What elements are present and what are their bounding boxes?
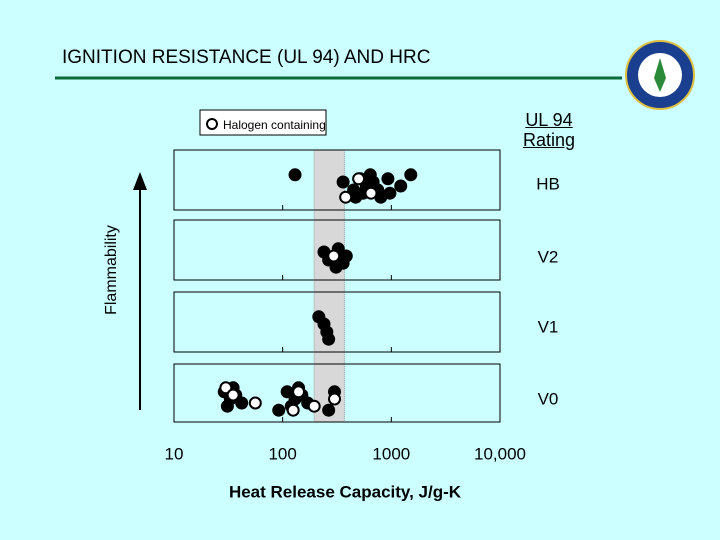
open-point	[226, 388, 240, 402]
filled-point	[394, 179, 408, 193]
filled-point	[336, 175, 350, 189]
x-tick-label: 10	[165, 444, 184, 463]
panel	[173, 291, 501, 353]
rating-label: HB	[536, 174, 560, 193]
open-point	[352, 172, 366, 186]
rating-label: V1	[538, 317, 559, 336]
x-tick-label: 100	[268, 444, 296, 463]
filled-point	[235, 396, 249, 410]
open-point	[364, 186, 378, 200]
logo	[625, 40, 695, 110]
filled-point	[322, 403, 336, 417]
filled-point	[383, 186, 397, 200]
y-axis-label: Flammability	[103, 225, 120, 315]
filled-point	[404, 168, 418, 182]
legend-label: Halogen containing	[223, 118, 326, 132]
open-point	[328, 392, 342, 406]
x-tick-label: 10,000	[474, 444, 526, 463]
rating-label: V0	[538, 389, 559, 408]
open-point	[327, 249, 341, 263]
filled-point	[272, 403, 286, 417]
arrow-head	[133, 172, 147, 190]
rating-title: UL 94 Rating	[522, 110, 576, 150]
filled-point	[322, 332, 336, 346]
filled-point	[339, 249, 353, 263]
filled-point	[381, 172, 395, 186]
legend-box	[199, 109, 327, 136]
x-tick-label: 1000	[372, 444, 410, 463]
panel	[173, 363, 501, 423]
panel	[173, 219, 501, 281]
open-point	[286, 403, 300, 417]
x-axis-label: Heat Release Capacity, J/g-K	[229, 482, 462, 501]
open-point	[307, 399, 321, 413]
shaded-band	[313, 149, 345, 423]
chart-title: IGNITION RESISTANCE (UL 94) AND HRC	[62, 47, 430, 68]
open-point	[292, 385, 306, 399]
open-point	[248, 396, 262, 410]
panel	[173, 149, 501, 211]
legend-marker	[206, 118, 218, 130]
rating-label: V2	[538, 247, 559, 266]
filled-point	[288, 168, 302, 182]
open-point	[339, 190, 353, 204]
